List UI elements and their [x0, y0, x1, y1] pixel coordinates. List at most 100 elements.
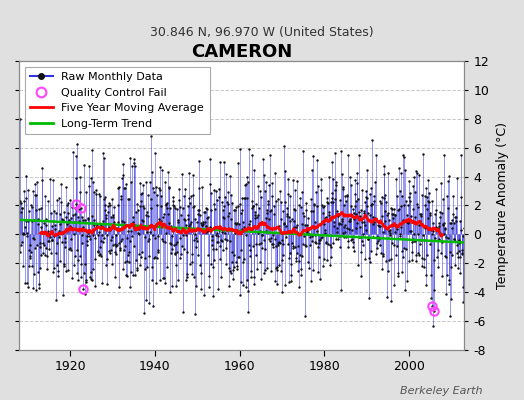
Point	[202, 205, 210, 211]
Point	[299, 241, 307, 247]
Point	[210, 187, 219, 193]
Point	[113, 242, 121, 248]
Point	[18, 204, 27, 211]
Point	[377, 266, 386, 272]
Point	[235, 254, 243, 260]
Point	[405, 258, 413, 264]
Point	[322, 214, 331, 220]
Point	[340, 202, 348, 208]
Point	[403, 219, 411, 225]
Point	[409, 236, 418, 242]
Point	[172, 262, 180, 268]
Point	[145, 300, 154, 306]
Point	[376, 198, 384, 204]
Point	[91, 235, 100, 241]
Point	[348, 244, 357, 250]
Point	[163, 264, 171, 270]
Point	[400, 245, 408, 251]
Point	[282, 205, 291, 211]
Point	[245, 145, 254, 152]
Point	[182, 232, 190, 239]
Point	[297, 204, 305, 210]
Point	[282, 211, 291, 217]
Point	[53, 262, 61, 268]
Point	[272, 265, 280, 272]
Point	[197, 286, 205, 292]
Point	[231, 207, 239, 214]
Point	[434, 225, 442, 232]
Point	[254, 183, 262, 189]
Point	[457, 152, 465, 158]
Point	[444, 280, 453, 287]
Point	[62, 183, 70, 190]
Point	[224, 200, 233, 207]
Point	[158, 235, 167, 242]
Point	[96, 238, 105, 244]
Point	[346, 173, 354, 180]
Point	[305, 230, 314, 237]
Point	[18, 239, 26, 245]
Point	[400, 154, 408, 160]
Point	[275, 262, 283, 268]
Point	[392, 252, 400, 258]
Point	[141, 234, 149, 240]
Point	[289, 177, 298, 183]
Point	[150, 222, 158, 229]
Point	[428, 198, 436, 204]
Point	[456, 227, 465, 234]
Point	[286, 218, 294, 224]
Point	[425, 241, 434, 248]
Point	[352, 225, 361, 231]
Point	[151, 235, 160, 242]
Point	[440, 230, 449, 237]
Point	[175, 197, 183, 204]
Point	[30, 235, 39, 242]
Point	[193, 207, 202, 214]
Point	[223, 199, 232, 205]
Point	[435, 222, 444, 229]
Point	[198, 222, 206, 228]
Point	[390, 206, 398, 212]
Point	[365, 254, 373, 261]
Point	[269, 232, 277, 238]
Point	[420, 256, 429, 262]
Point	[36, 244, 45, 250]
Point	[429, 228, 438, 234]
Point	[267, 267, 276, 274]
Point	[449, 193, 457, 199]
Point	[218, 228, 226, 235]
Point	[227, 200, 236, 206]
Point	[345, 218, 353, 224]
Point	[436, 214, 444, 220]
Point	[202, 206, 211, 212]
Point	[36, 265, 44, 271]
Point	[209, 246, 217, 253]
Point	[87, 275, 95, 282]
Point	[448, 217, 456, 224]
Point	[45, 228, 53, 234]
Point	[399, 152, 407, 158]
Point	[39, 220, 48, 226]
Point	[93, 220, 101, 227]
Point	[61, 239, 69, 246]
Point	[295, 201, 303, 208]
Point	[318, 202, 326, 208]
Point	[328, 190, 336, 196]
Point	[336, 220, 345, 227]
Point	[112, 231, 121, 238]
Point	[232, 221, 241, 227]
Point	[24, 218, 32, 224]
Point	[245, 242, 253, 248]
Point	[455, 240, 463, 246]
Point	[413, 204, 422, 210]
Point	[425, 212, 434, 218]
Point	[332, 182, 341, 188]
Point	[27, 202, 35, 208]
Point	[362, 194, 370, 200]
Point	[155, 216, 163, 222]
Point	[442, 291, 450, 297]
Point	[77, 260, 85, 267]
Point	[401, 198, 410, 204]
Point	[239, 219, 248, 225]
Point	[58, 217, 67, 223]
